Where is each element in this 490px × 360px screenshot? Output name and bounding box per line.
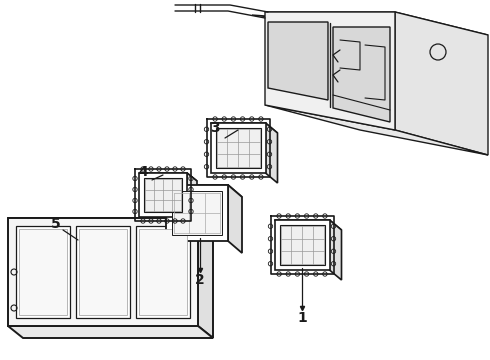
Polygon shape: [172, 191, 222, 235]
Polygon shape: [279, 225, 324, 265]
Polygon shape: [211, 123, 266, 173]
Polygon shape: [274, 220, 342, 230]
Text: 3: 3: [210, 121, 220, 135]
Polygon shape: [198, 218, 213, 338]
Text: 2: 2: [195, 273, 205, 287]
Polygon shape: [139, 173, 197, 181]
Polygon shape: [8, 326, 213, 338]
Polygon shape: [76, 226, 130, 318]
Polygon shape: [136, 226, 190, 318]
Polygon shape: [265, 12, 395, 130]
Polygon shape: [274, 220, 329, 270]
Polygon shape: [329, 220, 342, 280]
Polygon shape: [8, 218, 198, 326]
Polygon shape: [187, 173, 197, 225]
Polygon shape: [216, 128, 261, 168]
Polygon shape: [252, 15, 480, 35]
Polygon shape: [211, 123, 277, 133]
Polygon shape: [16, 226, 70, 318]
Polygon shape: [265, 105, 488, 155]
Text: 5: 5: [51, 217, 61, 231]
Polygon shape: [8, 218, 213, 230]
Polygon shape: [166, 185, 228, 241]
Text: 4: 4: [138, 165, 148, 179]
Polygon shape: [139, 229, 187, 315]
Polygon shape: [266, 123, 277, 183]
Polygon shape: [139, 173, 187, 217]
Polygon shape: [395, 12, 488, 155]
Polygon shape: [79, 229, 127, 315]
Polygon shape: [19, 229, 67, 315]
Polygon shape: [144, 178, 182, 212]
Polygon shape: [268, 22, 328, 100]
Polygon shape: [333, 27, 390, 122]
Polygon shape: [166, 185, 242, 197]
Text: 1: 1: [297, 311, 307, 325]
Polygon shape: [228, 185, 242, 253]
Polygon shape: [265, 12, 488, 35]
